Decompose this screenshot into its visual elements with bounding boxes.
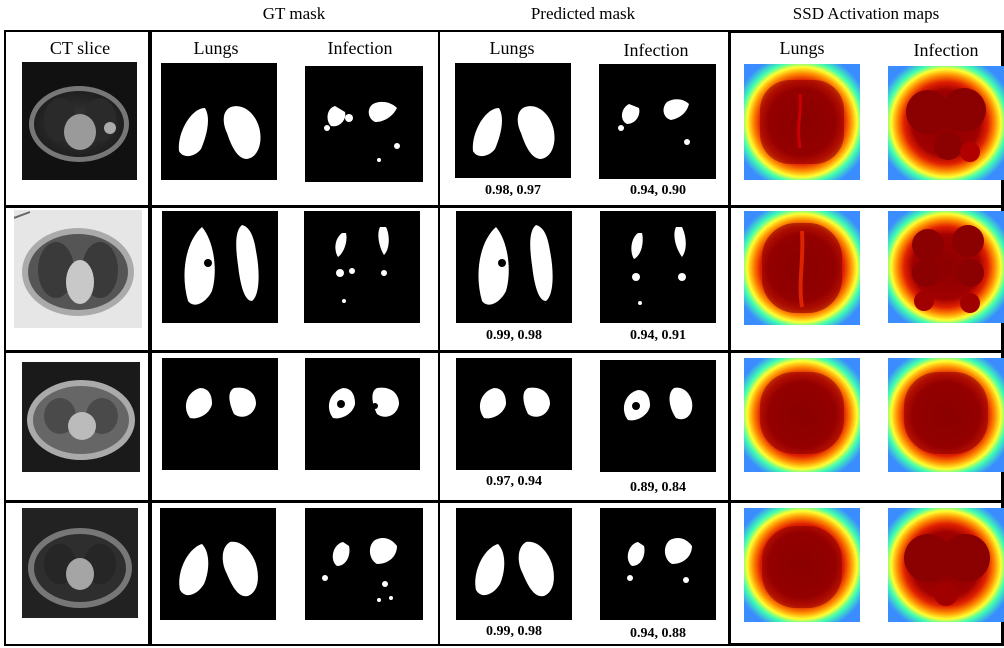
pred-infection-mask bbox=[600, 360, 716, 472]
header-ssd-activation-maps: SSD Activation maps bbox=[792, 4, 940, 23]
row-divider-2 bbox=[4, 350, 1004, 353]
ssd-lungs-heatmap bbox=[744, 64, 860, 180]
subheader-pred-infection: Infection bbox=[623, 40, 689, 60]
pred-lungs-score: 0.99, 0.98 bbox=[486, 624, 542, 639]
gt-lungs-mask bbox=[160, 508, 276, 620]
gt-lungs-mask bbox=[162, 358, 278, 470]
pred-infection-score: 0.94, 0.90 bbox=[630, 183, 686, 198]
pred-lungs-mask bbox=[456, 211, 572, 323]
ssd-infection-heatmap bbox=[888, 211, 1004, 323]
ct-slice-image bbox=[14, 210, 142, 328]
subheader-gt-infection: Infection bbox=[327, 38, 393, 58]
ssd-infection-heatmap bbox=[888, 358, 1004, 472]
pred-infection-mask bbox=[599, 64, 716, 179]
pred-infection-score: 0.94, 0.91 bbox=[630, 328, 686, 343]
ct-slice-image bbox=[22, 362, 140, 472]
subheader-ssd-infection: Infection bbox=[913, 40, 979, 60]
subheader-ct-slice: CT slice bbox=[49, 38, 111, 58]
pred-lungs-score: 0.99, 0.98 bbox=[486, 328, 542, 343]
gt-infection-mask bbox=[304, 211, 420, 323]
row-divider-1 bbox=[4, 205, 1004, 208]
pred-lungs-mask bbox=[456, 358, 572, 470]
ssd-infection-heatmap bbox=[888, 508, 1004, 622]
gt-infection-mask bbox=[305, 66, 423, 182]
pred-lungs-score: 0.97, 0.94 bbox=[486, 474, 542, 489]
ssd-lungs-heatmap bbox=[744, 508, 860, 622]
ssd-infection-heatmap bbox=[888, 66, 1004, 180]
header-gt-mask: GT mask bbox=[262, 4, 326, 23]
gt-infection-mask bbox=[305, 358, 420, 470]
gt-lungs-mask bbox=[162, 211, 278, 323]
subheader-pred-lungs: Lungs bbox=[489, 38, 535, 58]
ssd-lungs-heatmap bbox=[744, 358, 860, 472]
ssd-lungs-heatmap bbox=[744, 211, 860, 325]
ssd-column-frame bbox=[728, 30, 1004, 646]
ct-column-frame bbox=[4, 30, 150, 646]
subheader-ssd-lungs: Lungs bbox=[779, 38, 825, 58]
pred-lungs-mask bbox=[455, 63, 571, 178]
pred-infection-mask bbox=[600, 211, 716, 323]
gt-lungs-mask bbox=[161, 63, 277, 180]
pred-lungs-mask bbox=[456, 508, 572, 620]
pred-infection-mask bbox=[600, 508, 716, 620]
gt-infection-mask bbox=[305, 508, 423, 620]
ct-slice-image bbox=[22, 508, 138, 618]
header-predicted-mask: Predicted mask bbox=[530, 4, 636, 23]
row-divider-3 bbox=[4, 500, 1004, 503]
pred-lungs-score: 0.98, 0.97 bbox=[485, 183, 541, 198]
pred-infection-score: 0.94, 0.88 bbox=[630, 626, 686, 641]
ct-slice-image bbox=[22, 62, 137, 180]
subheader-gt-lungs: Lungs bbox=[193, 38, 239, 58]
pred-infection-score: 0.89, 0.84 bbox=[630, 480, 686, 495]
